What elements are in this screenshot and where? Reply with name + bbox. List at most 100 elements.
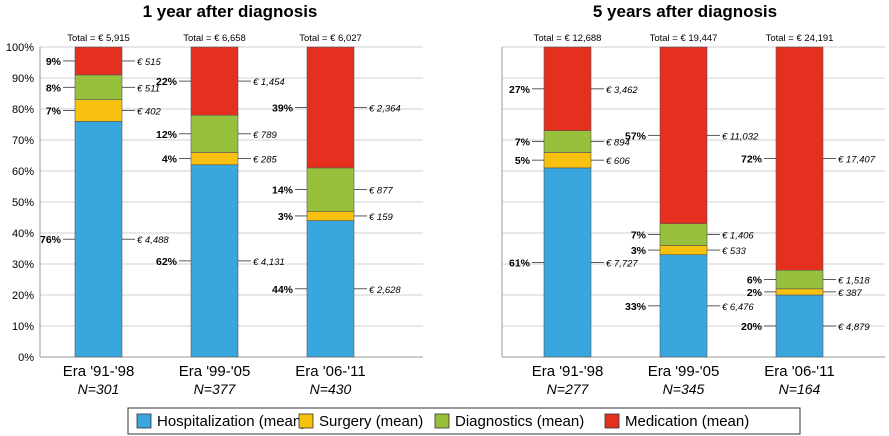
percent-label: 2% <box>747 287 763 299</box>
percent-label: 27% <box>509 84 531 96</box>
euro-label: € 877 <box>369 186 393 197</box>
percent-label: 7% <box>631 230 647 242</box>
percent-label: 4% <box>162 154 178 166</box>
bar-segment <box>775 288 824 296</box>
legend-swatch <box>136 413 152 429</box>
percent-label: 72% <box>741 154 763 166</box>
bar-segment <box>190 114 239 153</box>
bar-segment <box>775 46 824 271</box>
euro-label: € 17,407 <box>838 155 876 166</box>
total-label: Total = € 12,688 <box>534 33 602 44</box>
legend: Hospitalization (mean) Surgery (mean) Diag… <box>127 407 801 435</box>
euro-label: € 789 <box>253 130 277 141</box>
bar-segment <box>543 130 592 153</box>
euro-label: € 2,628 <box>369 285 401 296</box>
n-label: N=345 <box>663 381 705 397</box>
percent-label: 5% <box>515 155 531 167</box>
euro-label: € 515 <box>137 57 161 68</box>
euro-label: € 1,406 <box>722 231 754 242</box>
euro-label: € 2,364 <box>369 103 401 114</box>
n-label: N=277 <box>547 381 590 397</box>
n-label: N=377 <box>194 381 237 397</box>
legend-box <box>127 407 801 435</box>
bar-segment <box>775 294 824 358</box>
legend-label: Surgery (mean) <box>319 413 423 430</box>
euro-label: € 3,462 <box>606 85 638 96</box>
n-label: N=301 <box>78 381 120 397</box>
y-tick-label: 0% <box>18 352 34 364</box>
legend-swatch <box>298 413 314 429</box>
bar-segment <box>306 220 355 358</box>
euro-label: € 4,488 <box>137 235 169 246</box>
category-label: Era '91-'98 <box>532 363 604 380</box>
percent-label: 8% <box>46 82 62 94</box>
percent-label: 76% <box>40 234 62 246</box>
euro-label: € 4,131 <box>253 257 285 268</box>
bar-segment <box>306 46 355 169</box>
percent-label: 22% <box>156 76 178 88</box>
euro-label: € 1,518 <box>838 276 870 287</box>
category-label: Era '91-'98 <box>63 363 135 380</box>
bar-segment <box>659 245 708 255</box>
legend-label: Medication (mean) <box>625 413 749 430</box>
bar-segment <box>659 254 708 358</box>
euro-label: € 533 <box>722 246 746 257</box>
percent-label: 62% <box>156 256 178 268</box>
percent-label: 44% <box>272 284 294 296</box>
percent-label: 6% <box>747 275 763 287</box>
bar-segment <box>306 211 355 221</box>
category-label: Era '06-'11 <box>764 363 835 380</box>
euro-label: € 606 <box>606 156 630 167</box>
euro-label: € 7,727 <box>606 258 638 269</box>
percent-label: 57% <box>625 130 647 142</box>
euro-label: € 894 <box>606 138 630 149</box>
y-tick-label: 90% <box>12 73 34 85</box>
bar-segment <box>775 269 824 290</box>
euro-label: € 4,879 <box>838 322 870 333</box>
bar-segment <box>190 46 239 116</box>
euro-label: € 159 <box>369 212 393 223</box>
percent-label: 39% <box>272 102 294 114</box>
y-tick-label: 70% <box>12 135 34 147</box>
euro-label: € 402 <box>137 107 161 118</box>
legend-label: Diagnostics (mean) <box>455 413 584 430</box>
panel-title: 5 years after diagnosis <box>593 2 777 21</box>
y-tick-label: 60% <box>12 166 34 178</box>
y-tick-label: 100% <box>6 42 34 54</box>
panel-title: 1 year after diagnosis <box>143 2 318 21</box>
n-label: N=430 <box>310 381 352 397</box>
bar-segment <box>659 223 708 246</box>
percent-label: 7% <box>515 137 531 149</box>
bar-segment <box>74 74 123 101</box>
bar-segment <box>74 99 123 122</box>
y-tick-label: 30% <box>12 259 34 271</box>
bar-segment <box>190 152 239 166</box>
y-tick-label: 10% <box>12 321 34 333</box>
total-label: Total = € 19,447 <box>650 33 718 44</box>
percent-label: 7% <box>46 106 62 118</box>
n-label: N=164 <box>779 381 821 397</box>
percent-label: 12% <box>156 129 178 141</box>
panel-5-years: 5 years after diagnosis 61% € 7,727 5% € 606… <box>501 2 885 397</box>
y-tick-label: 40% <box>12 228 34 240</box>
percent-label: 9% <box>46 56 62 68</box>
percent-label: 33% <box>625 301 647 313</box>
percent-label: 3% <box>631 245 647 257</box>
y-tick-label: 50% <box>12 197 34 209</box>
legend-swatch <box>434 413 450 429</box>
category-label: Era '06-'11 <box>295 363 366 380</box>
panel-1-year: 0% 10% 20% 30% 40% 50% 60% 70% 80% 90% 100% 1 year … <box>6 2 423 397</box>
bar-segment <box>543 46 592 131</box>
category-label: Era '99-'05 <box>179 363 251 380</box>
euro-label: € 11,032 <box>722 131 759 142</box>
total-label: Total = € 5,915 <box>67 33 130 44</box>
euro-label: € 387 <box>838 288 862 299</box>
euro-label: € 285 <box>253 155 277 166</box>
y-tick-label: 20% <box>12 290 34 302</box>
total-label: Total = € 24,191 <box>766 33 834 44</box>
category-label: Era '99-'05 <box>648 363 720 380</box>
bar-segment <box>190 164 239 358</box>
total-label: Total = € 6,658 <box>183 33 246 44</box>
euro-label: € 511 <box>137 83 160 94</box>
